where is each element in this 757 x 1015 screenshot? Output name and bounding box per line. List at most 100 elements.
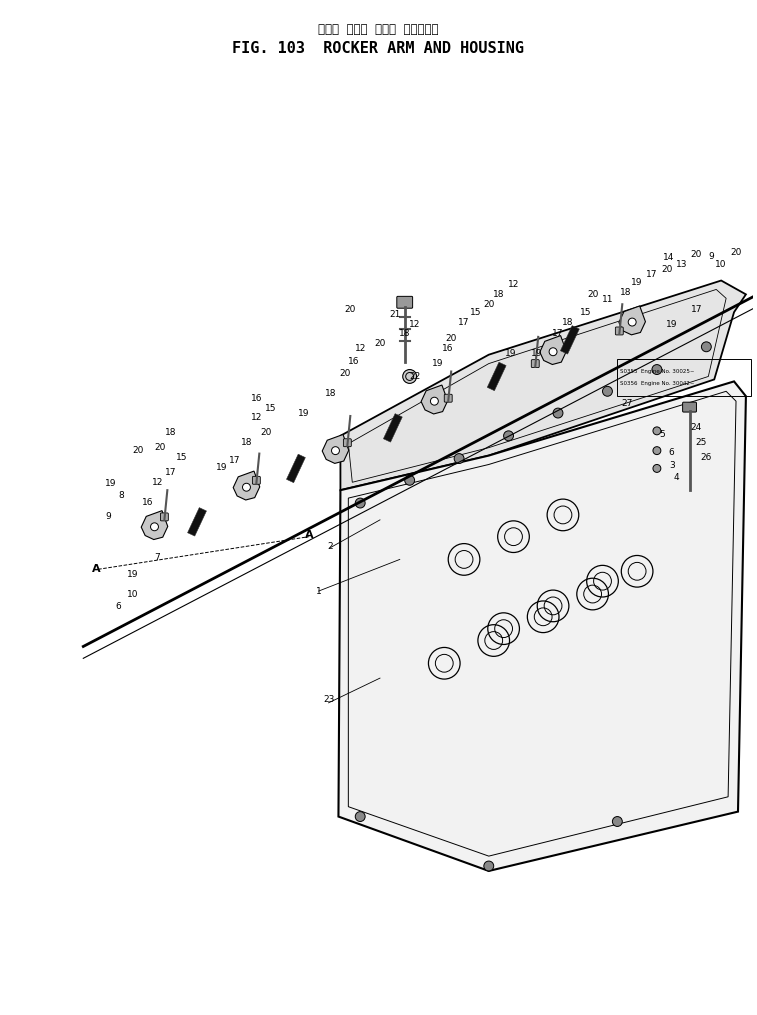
Text: 7: 7 xyxy=(154,553,160,562)
Text: 20: 20 xyxy=(483,299,494,309)
Polygon shape xyxy=(488,362,506,391)
Polygon shape xyxy=(421,385,447,414)
Text: 14: 14 xyxy=(663,254,674,262)
Text: 20: 20 xyxy=(344,304,356,314)
FancyBboxPatch shape xyxy=(160,513,168,521)
FancyBboxPatch shape xyxy=(683,402,696,412)
Text: 17: 17 xyxy=(690,304,702,314)
Polygon shape xyxy=(619,306,646,335)
FancyBboxPatch shape xyxy=(397,296,413,309)
Polygon shape xyxy=(188,508,207,536)
Text: 16: 16 xyxy=(347,357,359,366)
Text: 20: 20 xyxy=(374,339,385,348)
Text: 20: 20 xyxy=(661,265,672,274)
Text: 3: 3 xyxy=(669,461,674,470)
Polygon shape xyxy=(341,280,746,490)
Circle shape xyxy=(332,447,339,455)
Circle shape xyxy=(549,348,557,355)
Text: 16: 16 xyxy=(142,497,154,506)
Text: 20: 20 xyxy=(132,447,143,455)
Circle shape xyxy=(652,364,662,375)
FancyBboxPatch shape xyxy=(444,394,452,402)
Text: 18: 18 xyxy=(619,288,631,297)
Text: 18: 18 xyxy=(399,330,410,338)
Polygon shape xyxy=(286,455,305,483)
Text: 18: 18 xyxy=(325,389,336,398)
Text: 11: 11 xyxy=(602,294,613,303)
Text: 1: 1 xyxy=(316,587,322,596)
Text: 19: 19 xyxy=(127,569,139,579)
Circle shape xyxy=(628,318,636,326)
Polygon shape xyxy=(338,382,746,871)
Circle shape xyxy=(242,483,251,491)
Text: 19: 19 xyxy=(666,320,678,329)
Text: 2: 2 xyxy=(328,542,333,551)
Text: 20: 20 xyxy=(260,428,272,437)
Text: 15: 15 xyxy=(266,404,277,413)
FancyBboxPatch shape xyxy=(615,327,623,335)
Text: 15: 15 xyxy=(176,453,188,462)
Text: 20: 20 xyxy=(691,251,702,259)
Circle shape xyxy=(454,454,464,464)
Circle shape xyxy=(553,408,563,418)
Text: 16: 16 xyxy=(251,394,262,403)
Circle shape xyxy=(355,812,365,821)
Text: A: A xyxy=(304,530,313,540)
Text: 19: 19 xyxy=(531,349,542,358)
Text: 15: 15 xyxy=(470,308,481,317)
Circle shape xyxy=(653,465,661,472)
Text: ロッカ  アーム  および  ハウジング: ロッカ アーム および ハウジング xyxy=(318,23,438,37)
Text: 17: 17 xyxy=(553,330,564,338)
Circle shape xyxy=(484,861,494,871)
Text: 27: 27 xyxy=(621,399,633,408)
FancyBboxPatch shape xyxy=(344,438,351,447)
Text: 8: 8 xyxy=(118,490,123,499)
Text: 16: 16 xyxy=(441,344,453,353)
Text: 18: 18 xyxy=(164,428,176,437)
Polygon shape xyxy=(560,326,579,354)
Text: 20: 20 xyxy=(587,290,598,298)
Text: 22: 22 xyxy=(409,371,420,381)
Circle shape xyxy=(612,816,622,826)
Text: 20: 20 xyxy=(340,369,351,378)
Text: 6: 6 xyxy=(669,448,674,457)
Circle shape xyxy=(653,447,661,455)
Text: 6: 6 xyxy=(115,602,121,611)
Text: A: A xyxy=(92,564,101,574)
Text: 9: 9 xyxy=(105,513,111,522)
Text: 18: 18 xyxy=(562,318,574,327)
Text: 17: 17 xyxy=(164,468,176,477)
Text: 4: 4 xyxy=(674,473,680,482)
Text: 26: 26 xyxy=(701,453,712,462)
Text: 17: 17 xyxy=(646,270,658,279)
Text: 5: 5 xyxy=(659,430,665,439)
Text: 20: 20 xyxy=(731,249,742,258)
Circle shape xyxy=(503,430,513,441)
Text: 9: 9 xyxy=(709,253,714,261)
Text: S0356  Engine No. 30042~: S0356 Engine No. 30042~ xyxy=(620,382,695,387)
Circle shape xyxy=(355,498,365,508)
Text: 21: 21 xyxy=(389,310,400,319)
Text: 18: 18 xyxy=(493,290,504,298)
Text: 19: 19 xyxy=(105,479,117,488)
Text: 12: 12 xyxy=(508,280,519,289)
Text: 13: 13 xyxy=(676,260,687,269)
Circle shape xyxy=(151,523,158,531)
Text: 12: 12 xyxy=(151,478,164,487)
Polygon shape xyxy=(540,336,566,364)
Circle shape xyxy=(702,342,712,352)
Text: 19: 19 xyxy=(216,463,228,472)
Polygon shape xyxy=(322,434,349,464)
Text: 19: 19 xyxy=(298,409,310,417)
Text: 23: 23 xyxy=(323,695,335,704)
Text: FIG. 103  ROCKER ARM AND HOUSING: FIG. 103 ROCKER ARM AND HOUSING xyxy=(232,42,524,56)
Circle shape xyxy=(431,397,438,405)
Text: 19: 19 xyxy=(431,359,443,368)
Circle shape xyxy=(603,387,612,396)
Text: 18: 18 xyxy=(241,438,252,448)
Polygon shape xyxy=(383,414,402,443)
Text: 20: 20 xyxy=(446,334,457,343)
Text: 10: 10 xyxy=(127,590,139,599)
Text: S0355  Engine No. 30025~: S0355 Engine No. 30025~ xyxy=(620,368,695,374)
Text: 17: 17 xyxy=(229,456,241,465)
